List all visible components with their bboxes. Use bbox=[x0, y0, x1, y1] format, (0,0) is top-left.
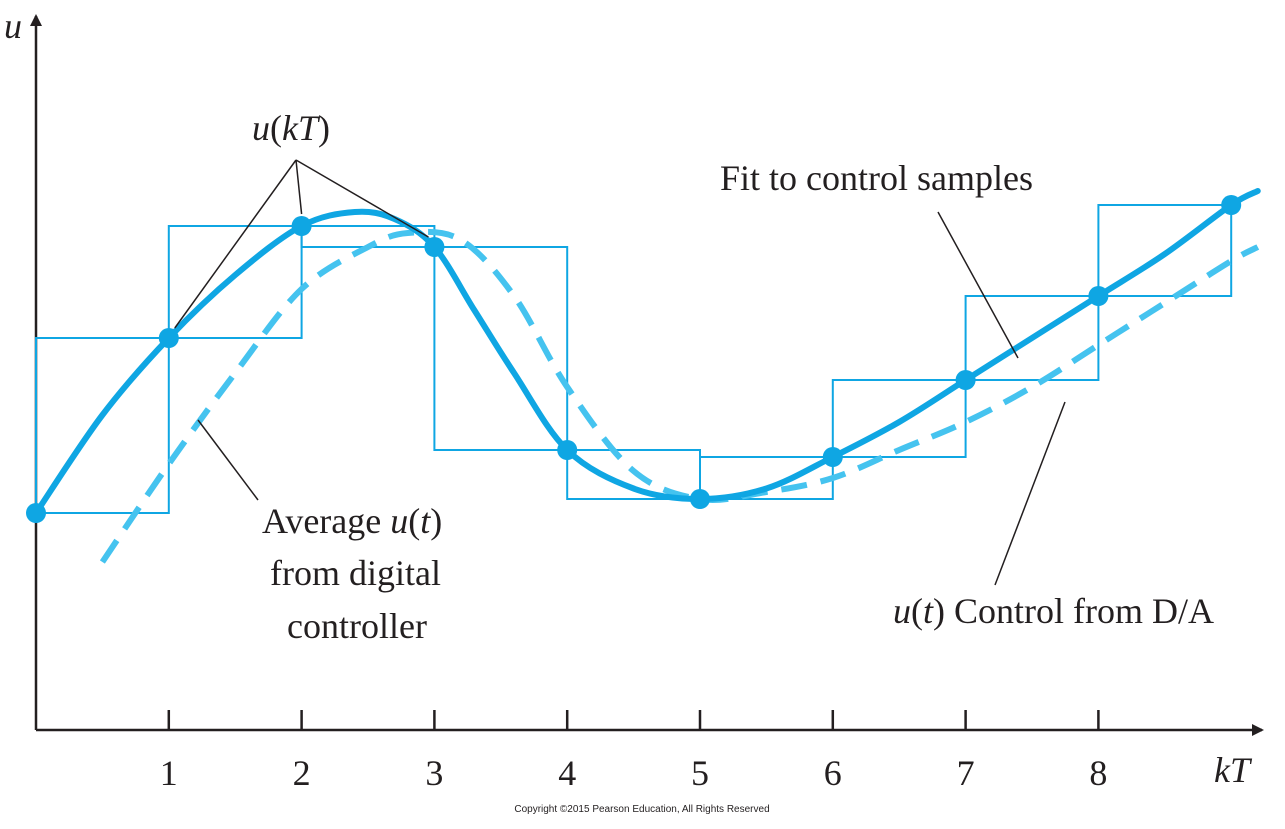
sample-point bbox=[158, 328, 179, 348]
y-axis-label: u bbox=[4, 6, 22, 46]
leader-line bbox=[994, 401, 1066, 586]
x-tick-label: 2 bbox=[293, 753, 311, 793]
zoh-step bbox=[433, 246, 569, 451]
average-annotation-line2: from digital bbox=[270, 553, 441, 593]
x-axis-label: kT bbox=[1214, 750, 1253, 790]
x-tick-label: 8 bbox=[1089, 753, 1107, 793]
sample-point bbox=[291, 216, 312, 236]
x-tick-label: 7 bbox=[957, 753, 975, 793]
sample-points bbox=[26, 195, 1242, 523]
zoh-step bbox=[831, 379, 967, 458]
average-curve bbox=[99, 228, 1260, 564]
average-annotation-line3: controller bbox=[287, 606, 427, 646]
sample-point bbox=[1088, 286, 1109, 306]
zoh-step bbox=[167, 225, 303, 339]
leader-line bbox=[174, 159, 297, 329]
leader-line bbox=[937, 211, 1019, 359]
fit-annotation: Fit to control samples bbox=[720, 158, 1033, 198]
da-annotation: u(t) Control from D/A bbox=[893, 591, 1214, 631]
sample-point bbox=[557, 440, 578, 460]
average-annotation-line1: Average u(t) bbox=[262, 501, 442, 541]
sample-point bbox=[424, 237, 445, 257]
sample-point bbox=[26, 503, 46, 523]
zoh-step bbox=[35, 337, 170, 514]
x-tick-label: 4 bbox=[558, 753, 576, 793]
samples-annotation: u(kT) bbox=[252, 108, 330, 148]
x-tick-label: 3 bbox=[425, 753, 443, 793]
sample-point bbox=[955, 370, 976, 390]
leader-line bbox=[295, 159, 303, 215]
fit-curve bbox=[33, 188, 1261, 516]
sample-point bbox=[822, 447, 843, 467]
x-axis-ticks: 1 2 3 4 5 6 7 8 bbox=[160, 710, 1107, 793]
leader-line bbox=[197, 419, 259, 501]
copyright-notice: Copyright ©2015 Pearson Education, All R… bbox=[514, 804, 769, 815]
zoh-staircase bbox=[35, 204, 1233, 514]
leader-line bbox=[295, 159, 429, 238]
zoh-step bbox=[964, 295, 1100, 381]
zoh-step bbox=[1097, 204, 1233, 297]
x-tick-label: 1 bbox=[160, 753, 178, 793]
annotation-leaders bbox=[174, 159, 1066, 586]
x-tick-label: 5 bbox=[691, 753, 709, 793]
sample-point bbox=[1221, 195, 1242, 215]
sample-point bbox=[690, 489, 710, 509]
x-tick-label: 6 bbox=[824, 753, 842, 793]
